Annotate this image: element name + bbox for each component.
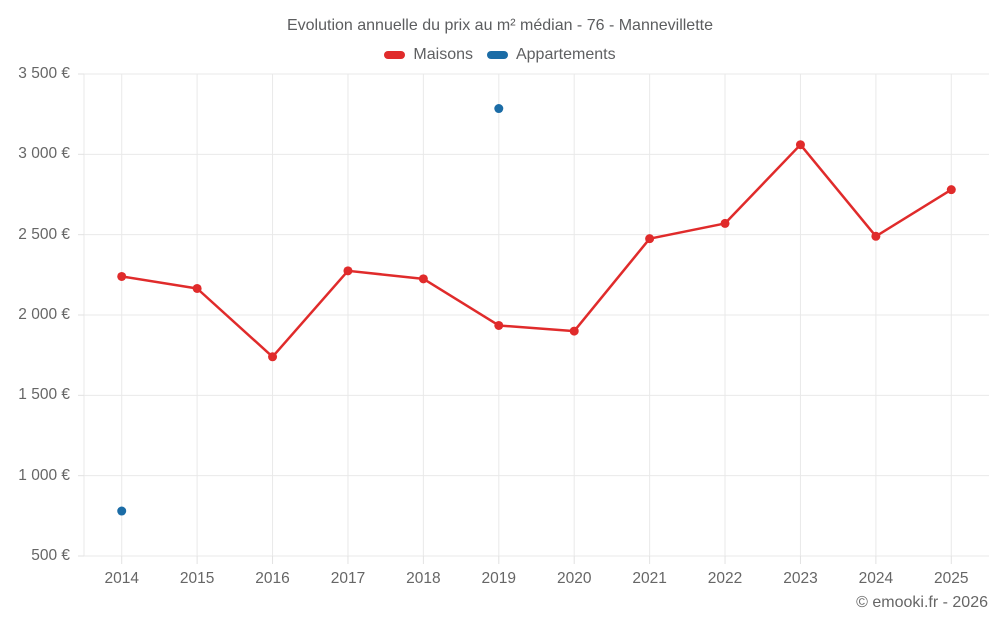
x-tick-label: 2016	[255, 570, 290, 587]
x-tick-label: 2018	[406, 570, 441, 587]
maisons-point[interactable]	[871, 231, 881, 241]
y-tick-label: 3 500 €	[18, 65, 70, 82]
x-tick-label: 2024	[858, 570, 894, 587]
maisons-point[interactable]	[569, 326, 579, 336]
maisons-point[interactable]	[645, 234, 655, 244]
maisons-point[interactable]	[946, 185, 956, 195]
appartements-legend-marker-icon	[486, 51, 508, 59]
y-tick-label: 1 000 €	[18, 466, 70, 484]
chart-legend: Maisons Appartements	[0, 46, 1000, 64]
maisons-point[interactable]	[720, 218, 730, 228]
maisons-point[interactable]	[418, 274, 428, 284]
x-tick-label: 2020	[556, 570, 592, 587]
x-tick-label: 2019	[481, 570, 517, 587]
y-tick-label: 500 €	[31, 547, 70, 564]
x-tick-label: 2025	[934, 570, 969, 587]
appartements-point[interactable]	[117, 506, 127, 516]
maisons-point[interactable]	[494, 320, 504, 330]
maisons-point[interactable]	[795, 140, 805, 150]
maisons-legend-marker-icon	[384, 51, 406, 59]
maisons-point[interactable]	[192, 283, 202, 293]
x-tick-label: 2014	[104, 570, 139, 587]
x-tick-label: 2021	[632, 570, 667, 587]
x-tick-label: 2023	[783, 570, 818, 587]
maisons-point[interactable]	[268, 352, 278, 362]
x-tick-label: 2015	[179, 570, 215, 587]
chart-title: Evolution annuelle du prix au m² médian …	[286, 17, 713, 34]
y-tick-label: 2 000 €	[18, 306, 70, 323]
appartements-point[interactable]	[494, 104, 504, 114]
legend-label-maisons: Maisons	[413, 46, 473, 63]
legend-label-appartements: Appartements	[515, 46, 616, 63]
y-tick-label: 2 500 €	[18, 225, 70, 243]
maisons-point[interactable]	[343, 266, 353, 276]
legend-item-maisons[interactable]: Maisons	[384, 46, 473, 64]
x-tick-label: 2022	[707, 570, 743, 587]
y-tick-label: 1 500 €	[18, 386, 70, 404]
legend-item-appartements[interactable]: Appartements	[486, 46, 616, 64]
maisons-point[interactable]	[117, 271, 127, 281]
y-tick-label: 3 000 €	[18, 145, 70, 163]
x-tick-label: 2017	[330, 570, 366, 587]
copyright-text: © emooki.fr - 2026	[856, 594, 988, 611]
maisons-line	[120, 143, 953, 359]
